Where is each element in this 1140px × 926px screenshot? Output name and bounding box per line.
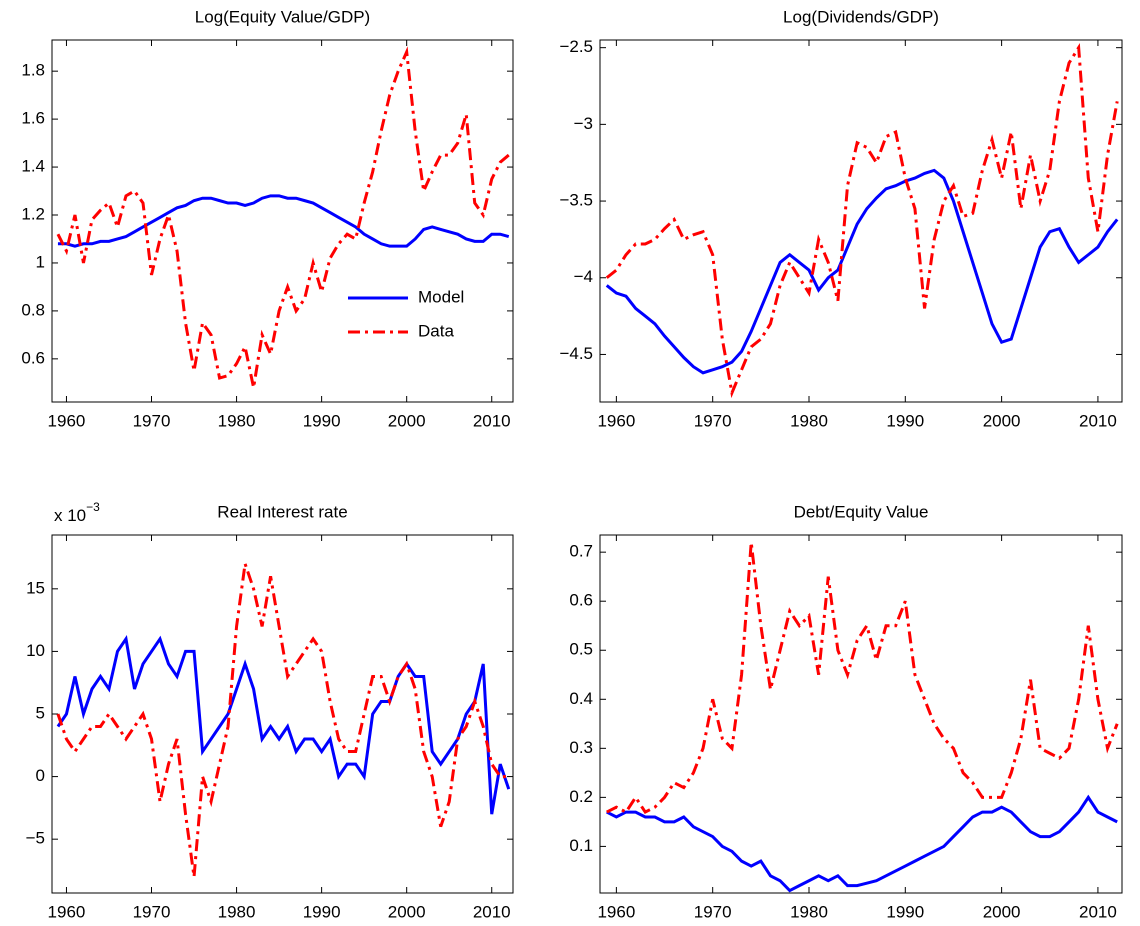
y-tick-label: 0.1 <box>569 836 593 855</box>
y-tick-label: −2.5 <box>559 37 593 56</box>
x-tick-label: 1980 <box>218 411 256 430</box>
series-line <box>56 634 511 815</box>
x-tick-label: 1970 <box>694 411 732 430</box>
axes-frame <box>599 534 1123 894</box>
y-tick-label: 0.8 <box>21 300 45 319</box>
x-tick-label: 2000 <box>388 902 426 921</box>
series-line <box>606 794 1118 893</box>
x-tick-label: 1970 <box>694 902 732 921</box>
y-tick-label: 10 <box>26 641 45 660</box>
x-tick-label: 1970 <box>133 411 171 430</box>
chart-title: Log(Dividends/GDP) <box>783 7 939 26</box>
subplot: Real Interest rate x 10−3 1960 1970 1980 1990… <box>26 500 514 921</box>
x-tick-label: 1990 <box>303 411 341 430</box>
legend: Model Data <box>339 279 506 367</box>
x-tick-label: 1990 <box>886 411 924 430</box>
subplot: Log(Dividends/GDP) 1960 1970 1980 1990 2000 20… <box>559 7 1123 430</box>
x-tick-label: 2010 <box>473 902 511 921</box>
y-tick-label: 0.4 <box>569 689 593 708</box>
y-tick-label: 1.2 <box>21 204 45 223</box>
x-tick-label: 2000 <box>983 411 1021 430</box>
x-tick-label: 2000 <box>983 902 1021 921</box>
legend-label: Model <box>418 287 464 306</box>
chart-title: Real Interest rate <box>217 502 347 521</box>
series-line <box>606 542 1119 815</box>
chart-title: Log(Equity Value/GDP) <box>195 7 370 26</box>
y-multiplier-base: x 10 <box>54 506 86 525</box>
y-tick-label: 0 <box>36 766 45 785</box>
y-tick-label: −3.5 <box>559 191 593 210</box>
x-tick-label: 1980 <box>790 411 828 430</box>
chart-title: Debt/Equity Value <box>794 502 929 521</box>
y-tick-label: 0.6 <box>21 348 45 367</box>
series-line <box>605 43 1119 399</box>
y-tick-label: 5 <box>36 703 45 722</box>
y-tick-label: 0.2 <box>569 787 593 806</box>
series-line <box>56 563 509 877</box>
subplot: Log(Equity Value/GDP) 1960 1970 1980 1990 200… <box>21 7 514 430</box>
x-tick-label: 1960 <box>597 902 635 921</box>
y-tick-label: 15 <box>26 578 45 597</box>
axes-frame <box>51 39 514 403</box>
legend-box <box>339 279 506 367</box>
y-multiplier-exponent: −3 <box>86 500 100 514</box>
series-line <box>605 168 1119 375</box>
x-tick-label: 1960 <box>597 411 635 430</box>
subplot: Debt/Equity Value 1960 1970 1980 1990 2000 201… <box>569 502 1123 921</box>
x-tick-label: 1990 <box>886 902 924 921</box>
legend-label: Data <box>418 321 454 340</box>
series-line <box>56 46 510 388</box>
axes-frame <box>599 39 1123 403</box>
x-tick-label: 1970 <box>133 902 171 921</box>
x-tick-label: 2010 <box>1079 411 1117 430</box>
x-tick-label: 1990 <box>303 902 341 921</box>
series-line <box>57 194 510 248</box>
y-tick-label: 0.5 <box>569 640 593 659</box>
y-tick-label: −4.5 <box>559 344 593 363</box>
y-tick-label: −5 <box>26 829 45 848</box>
x-tick-label: 1960 <box>48 411 86 430</box>
x-tick-label: 1980 <box>790 902 828 921</box>
y-tick-label: 1 <box>36 252 45 271</box>
y-multiplier: x 10−3 <box>54 500 100 525</box>
x-tick-label: 2010 <box>473 411 511 430</box>
x-tick-label: 2000 <box>388 411 426 430</box>
x-tick-label: 1980 <box>218 902 256 921</box>
x-tick-label: 2010 <box>1079 902 1117 921</box>
axes-frame <box>51 534 514 894</box>
y-tick-label: 1.4 <box>21 157 45 176</box>
y-tick-label: −3 <box>574 114 593 133</box>
y-tick-label: 0.6 <box>569 591 593 610</box>
y-tick-label: 1.8 <box>21 61 45 80</box>
y-tick-label: 1.6 <box>21 109 45 128</box>
y-tick-label: 0.3 <box>569 738 593 757</box>
x-tick-label: 1960 <box>48 902 86 921</box>
y-tick-label: −4 <box>574 267 593 286</box>
y-tick-label: 0.7 <box>569 542 593 561</box>
